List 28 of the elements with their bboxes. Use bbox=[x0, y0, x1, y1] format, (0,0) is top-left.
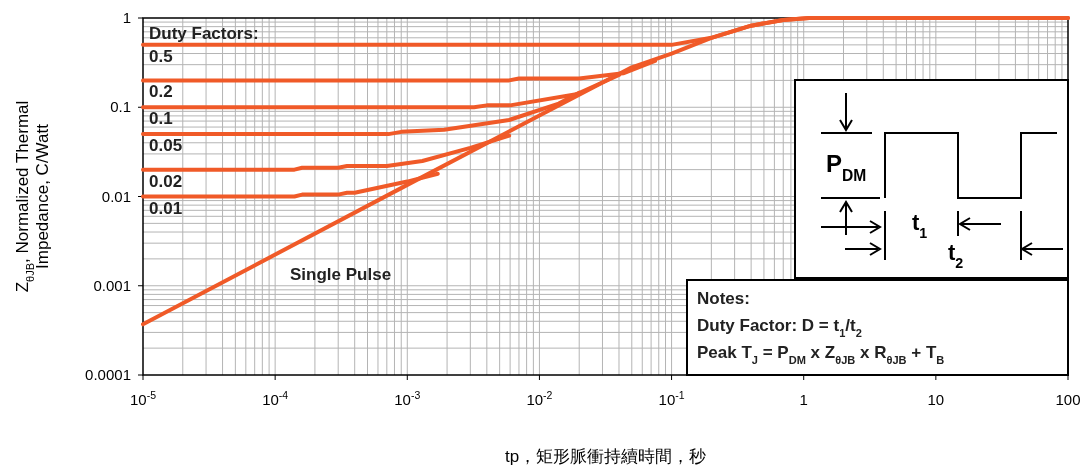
series-label: 0.02 bbox=[149, 171, 183, 191]
y-tick-label: 0.1 bbox=[110, 98, 131, 116]
annotation: P$_{DM}$ bbox=[826, 150, 867, 184]
y-tick-label: 0.0001 bbox=[85, 366, 131, 383]
x-axis-title: tp，矩形脈衝持續時間，秒 bbox=[504, 447, 707, 466]
series-label: 0.01 bbox=[149, 198, 183, 218]
y-tick-label: 1 bbox=[122, 9, 131, 26]
x-tick-label: 10$^{-4}$ bbox=[262, 389, 289, 408]
annotation: Duty Factor: D = t$_{1}$/t$_{2}$ bbox=[697, 316, 862, 339]
annotation: t$_{1}$ bbox=[912, 210, 928, 241]
x-tick-label: 10$^{-2}$ bbox=[526, 389, 553, 408]
text: Peak T$_{J}$ = P$_{DM}$ x Z$_{θJB}$ x R$_{θJB}$ + T$_{B}$ bbox=[697, 343, 945, 366]
series-label: Single Pulse bbox=[290, 265, 392, 284]
series-label: 0.1 bbox=[149, 109, 173, 129]
x-tick-label: 100 bbox=[1055, 391, 1081, 408]
annotation: Duty Factors: bbox=[149, 24, 259, 43]
x-tick-label: 1 bbox=[799, 391, 808, 408]
x-tick-label: 10$^{-3}$ bbox=[394, 389, 421, 408]
y-tick-label: 0.001 bbox=[93, 276, 131, 294]
annotation: Notes: bbox=[697, 289, 750, 308]
x-tick-label: 10$^{-1}$ bbox=[658, 389, 685, 408]
x-tick-label: 10 bbox=[927, 391, 945, 408]
y-tick-label: 0.01 bbox=[101, 187, 131, 205]
series-label: 0.2 bbox=[149, 82, 173, 102]
x-tick-label: 10$^{-5}$ bbox=[129, 389, 157, 408]
series-label: 0.5 bbox=[149, 46, 173, 66]
annotation: t$_{2}$ bbox=[948, 240, 964, 271]
series-label: 0.05 bbox=[149, 136, 183, 156]
